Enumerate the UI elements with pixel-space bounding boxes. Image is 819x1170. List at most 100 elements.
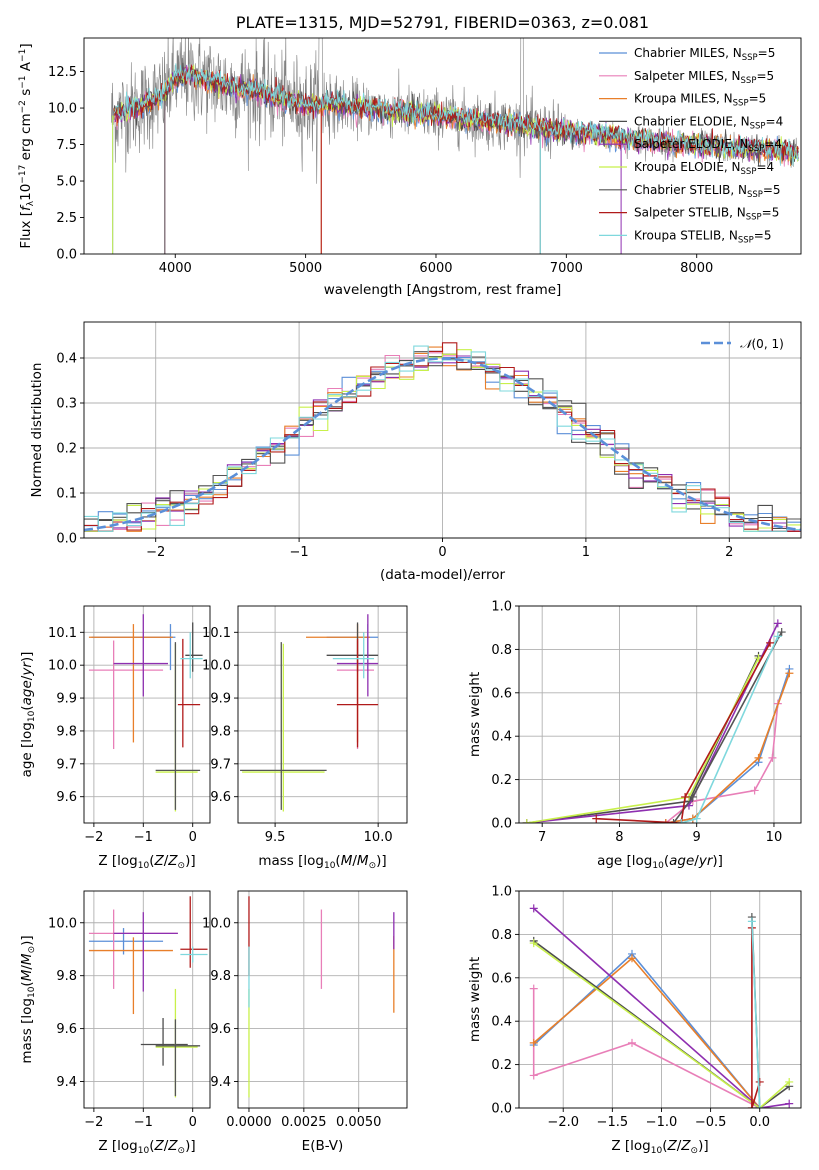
axes-frame: [518, 890, 802, 1109]
plus-marker: [754, 753, 763, 762]
mass-weight-line: [596, 642, 771, 823]
y-tick-label: 9.6: [210, 1022, 231, 1037]
x-tick-label: 0.0050: [336, 1115, 382, 1130]
x-axis-label: Z [log10(Z/Z⊙)]: [98, 1138, 195, 1156]
plus-marker: [747, 1104, 756, 1108]
x-tick-label: 0: [438, 545, 446, 560]
x-tick-label: 1: [582, 545, 590, 560]
y-tick-label: 10.0: [48, 659, 77, 674]
x-tick-label: −2: [84, 1115, 103, 1130]
chart-title: PLATE=1315, MJD=52791, FIBERID=0363, z=0…: [236, 13, 649, 32]
x-axis-label: Z [log10(Z/Z⊙)]: [611, 1138, 708, 1156]
residuals-plot-area: [84, 342, 801, 532]
x-tick-label: −2: [84, 830, 103, 845]
x-tick-label: 8: [615, 830, 623, 845]
legend-label: Salpeter STELIB, NSSP=5: [634, 206, 779, 223]
y-tick-label: 5.0: [56, 175, 77, 190]
y-axis-label: mass weight: [467, 957, 483, 1042]
y-tick-label: 0.2: [491, 773, 512, 788]
plus-marker: [681, 792, 690, 801]
x-axis-label: (data-model)/error: [380, 567, 506, 583]
x-axis-label: E(B-V): [302, 1138, 344, 1154]
y-tick-label: 0.4: [56, 352, 77, 367]
plus-marker: [529, 1071, 538, 1080]
y-tick-label: 9.6: [56, 790, 77, 805]
plus-marker: [529, 904, 538, 913]
y-axis-label: mass weight: [467, 672, 483, 757]
y-tick-label: 7.5: [56, 138, 77, 153]
histogram-step-line: [84, 345, 801, 532]
axes-frame: [518, 605, 802, 824]
x-tick-label: 0.0000: [226, 1115, 272, 1130]
x-tick-label: 4000: [159, 261, 192, 276]
plot-area: [240, 614, 379, 812]
y-tick-label: 9.6: [56, 1022, 77, 1037]
y-tick-label: 0.2: [491, 1058, 512, 1073]
x-tick-label: 5000: [289, 261, 322, 276]
y-tick-label: 0.1: [56, 487, 77, 502]
plus-marker: [766, 638, 775, 647]
y-axis-label: mass [log10(M/M⊙)]: [19, 935, 37, 1063]
mass-weight-line: [533, 952, 761, 1108]
plot-area: [88, 896, 208, 1098]
plus-marker: [692, 814, 701, 823]
plus-marker: [627, 1038, 636, 1047]
plus-marker: [661, 819, 670, 823]
y-tick-label: 0.2: [56, 442, 77, 457]
y-tick-label: 10.0: [202, 916, 231, 931]
plus-marker: [755, 1104, 764, 1108]
x-axis-label: mass [log10(M/M⊙)]: [258, 853, 386, 871]
mass-vs-Z-panel: −2 −1 0 9.4 9.6 9.8 10.0 Z [log10(Z/Z⊙)] mass [l…: [19, 890, 211, 1156]
legend-label: 𝒩(0, 1): [740, 337, 784, 351]
x-tick-label: −1.5: [597, 1115, 629, 1130]
axes-frame: [237, 890, 408, 1109]
plus-marker: [755, 1077, 764, 1086]
y-tick-label: 10.0: [202, 659, 231, 674]
y-tick-label: 10.1: [48, 626, 77, 641]
y-axis-label: age [log10(age/yr)]: [19, 652, 37, 778]
plot-area: [88, 614, 203, 812]
plus-marker: [785, 1077, 794, 1086]
x-tick-label: 0: [189, 1115, 197, 1130]
x-tick-label: 9.5: [265, 830, 286, 845]
x-tick-label: 0.0025: [281, 1115, 327, 1130]
mass-weight-line: [533, 940, 790, 1108]
plot-area: [522, 619, 794, 823]
x-tick-label: 7: [538, 830, 546, 845]
x-tick-label: −1.0: [646, 1115, 678, 1130]
x-axis-label: Z [log10(Z/Z⊙)]: [98, 853, 195, 871]
legend-label: Kroupa ELODIE, NSSP=4: [634, 160, 774, 177]
plus-marker: [777, 628, 786, 637]
legend-label: Salpeter MILES, NSSP=5: [634, 69, 774, 86]
legend-label: Kroupa STELIB, NSSP=5: [634, 228, 772, 245]
plus-marker: [627, 954, 636, 963]
y-tick-label: 0.0: [491, 817, 512, 832]
y-tick-label: 0.8: [491, 643, 512, 658]
axes-frame: [83, 890, 211, 1109]
y-tick-label: 9.7: [210, 757, 231, 772]
y-tick-label: 0.6: [491, 971, 512, 986]
axes-frame: [83, 37, 802, 255]
y-tick-label: 1.0: [491, 600, 512, 615]
x-tick-label: 6000: [419, 261, 452, 276]
y-tick-label: 0.0: [56, 248, 77, 263]
y-tick-label: 9.9: [210, 692, 231, 707]
spectrum-plot-area: [111, 38, 799, 254]
y-tick-label: 9.7: [56, 757, 77, 772]
plus-marker: [785, 1099, 794, 1108]
plus-marker: [592, 814, 601, 823]
y-tick-label: 10.0: [48, 102, 77, 117]
x-tick-label: −0.5: [695, 1115, 727, 1130]
legend-label: Salpeter ELODIE, NSSP=4: [634, 137, 782, 154]
y-tick-label: 10.1: [202, 626, 231, 641]
x-tick-label: 8000: [680, 261, 713, 276]
mass-weight-line: [533, 957, 761, 1108]
y-tick-label: 0.8: [491, 928, 512, 943]
legend-label: Chabrier STELIB, NSSP=5: [634, 183, 781, 200]
plus-marker: [669, 819, 678, 823]
age-vs-Z-panel: −2 −1 0 9.6 9.7 9.8 9.9 10.0 10.1 Z [log10(Z/Z⊙)]…: [19, 605, 211, 871]
x-tick-label: 0: [189, 830, 197, 845]
mass-vs-EBV-panel: 0.0000 0.0025 0.0050 9.4 9.6 9.8 10.0 E(B-V): [202, 890, 408, 1154]
legend-label: Chabrier ELODIE, NSSP=4: [634, 114, 783, 131]
y-tick-label: 12.5: [48, 65, 77, 80]
